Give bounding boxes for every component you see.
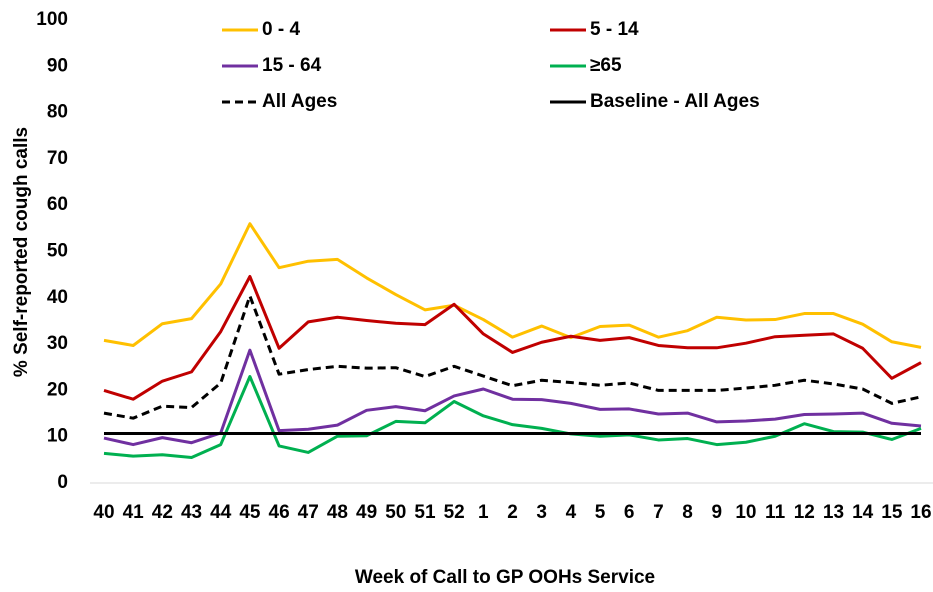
x-tick-label: 2: [507, 502, 518, 523]
x-tick-label: 12: [794, 502, 815, 523]
x-tick-label: 11: [765, 502, 786, 523]
y-tick-label: 60: [47, 194, 68, 215]
x-axis-title: Week of Call to GP OOHs Service: [355, 567, 655, 588]
y-tick-label: 40: [47, 287, 68, 308]
legend-label: 15 - 64: [262, 55, 322, 76]
x-tick-label: 52: [444, 502, 465, 523]
series-line: [103, 275, 922, 401]
x-tick-label: 46: [269, 502, 290, 523]
y-tick-label: 70: [47, 148, 68, 169]
series-line: [103, 348, 922, 447]
x-tick-label: 47: [298, 502, 319, 523]
x-tick-label: 15: [881, 502, 903, 523]
x-tick-label: 5: [595, 502, 606, 523]
x-tick-label: 4: [566, 502, 577, 523]
x-tick-label: 44: [210, 502, 232, 523]
y-tick-label: 80: [47, 102, 68, 123]
legend-label: All Ages: [262, 91, 337, 112]
x-tick-label: 45: [239, 502, 261, 523]
y-tick-label: 0: [57, 472, 68, 493]
x-tick-label: 7: [653, 502, 664, 523]
x-tick-label: 9: [711, 502, 722, 523]
series-line: [103, 294, 922, 420]
x-tick-label: 16: [910, 502, 931, 523]
x-tick-label: 1: [478, 502, 489, 523]
y-tick-label: 50: [47, 241, 68, 262]
x-tick-label: 6: [624, 502, 635, 523]
x-tick-label: 13: [823, 502, 844, 523]
x-tick-label: 8: [682, 502, 693, 523]
x-tick-label: 51: [414, 502, 436, 523]
y-tick-label: 20: [47, 379, 68, 400]
x-tick-label: 43: [181, 502, 202, 523]
x-tick-label: 40: [93, 502, 114, 523]
x-tick-label: 41: [123, 502, 145, 523]
legend-label: 0 - 4: [262, 19, 300, 40]
x-tick-label: 3: [536, 502, 547, 523]
x-tick-label: 48: [327, 502, 348, 523]
x-tick-label: 50: [385, 502, 406, 523]
legend-label: ≥65: [590, 55, 622, 76]
legend-label: 5 - 14: [590, 19, 639, 40]
x-tick-label: 42: [152, 502, 173, 523]
legend-label: Baseline - All Ages: [590, 91, 760, 112]
y-tick-label: 90: [47, 55, 68, 76]
x-tick-label: 14: [852, 502, 874, 523]
y-tick-label: 30: [47, 333, 68, 354]
y-tick-label: 10: [47, 426, 68, 447]
x-tick-label: 10: [735, 502, 756, 523]
series-line: [103, 222, 922, 349]
x-tick-label: 49: [356, 502, 377, 523]
y-tick-label: 100: [36, 9, 68, 30]
y-axis-title: % Self-reported cough calls: [11, 127, 32, 377]
